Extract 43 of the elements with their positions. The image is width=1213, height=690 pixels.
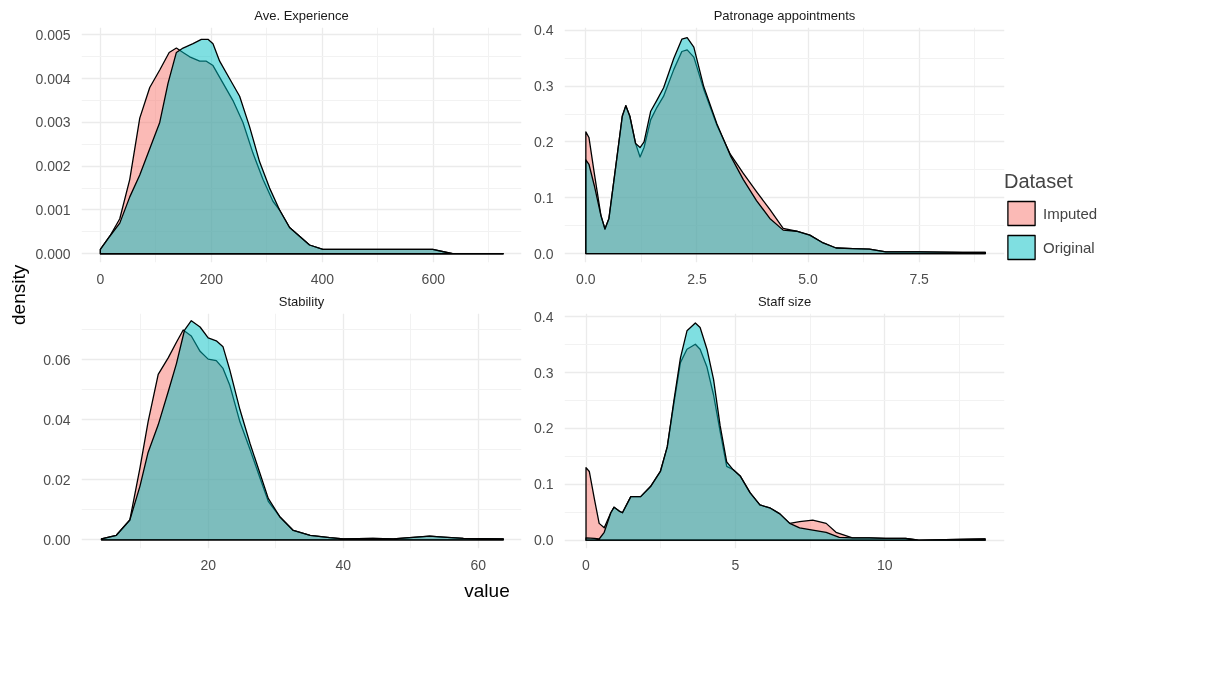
x-tick-label: 600 [421,270,446,287]
x-tick-label: 0.0 [576,270,596,287]
legend-title: Dataset [1004,170,1074,193]
x-tick-label: 0 [582,556,591,573]
x-tick-label: 10 [876,556,893,573]
chart-title: Staff size [757,293,812,309]
y-tick-label: 0.3 [534,78,554,95]
x-tick-label: 40 [335,556,352,573]
y-tick-label: 0.004 [35,70,71,87]
y-tick-label: 0.02 [43,471,71,488]
x-axis-title: value [464,579,510,603]
x-tick-label: 200 [199,270,224,287]
y-tick-label: 0.1 [534,189,554,206]
x-tick-label: 5 [731,556,740,573]
y-tick-label: 0.3 [534,364,554,381]
x-tick-label: 2.5 [687,270,707,287]
chart-title: Ave. Experience [254,7,349,23]
chart-title: Stability [278,293,325,309]
y-tick-label: 0.000 [35,245,71,262]
y-tick-label: 0.06 [43,351,71,368]
legend-label: Original [1043,238,1095,256]
y-tick-label: 0.2 [534,420,554,437]
x-tick-label: 0 [96,270,105,287]
y-axis-title: density [7,264,29,326]
y-tick-label: 0.4 [534,22,554,39]
x-tick-label: 60 [470,556,487,573]
y-tick-label: 0.1 [534,476,554,493]
x-tick-label: 7.5 [909,270,930,287]
y-tick-label: 0.0 [534,245,554,262]
y-tick-label: 0.00 [43,531,71,548]
chart-title: Patronage appointments [713,7,856,23]
y-tick-label: 0.04 [43,411,71,428]
y-tick-label: 0.005 [35,26,71,43]
y-tick-label: 0.0 [534,532,554,549]
y-tick-label: 0.001 [35,201,71,218]
y-tick-label: 0.2 [534,133,554,150]
x-tick-label: 400 [310,270,335,287]
x-tick-label: 5.0 [798,270,818,287]
x-tick-label: 20 [200,556,217,573]
y-tick-label: 0.002 [35,158,71,175]
legend-label: Imputed [1043,204,1098,222]
y-tick-label: 0.4 [534,308,554,325]
y-tick-label: 0.003 [35,114,71,131]
